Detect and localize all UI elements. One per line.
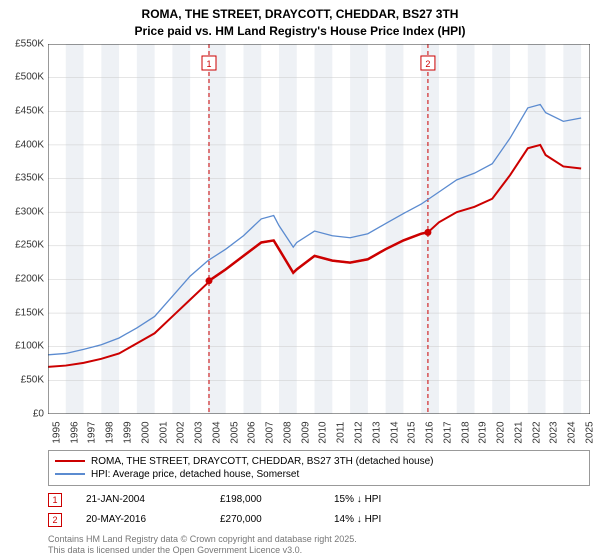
legend-label: HPI: Average price, detached house, Some… xyxy=(91,469,299,480)
x-tick-label: 2023 xyxy=(549,421,560,443)
marker-row: 2 20-MAY-2016 £270,000 14% ↓ HPI xyxy=(48,510,590,530)
legend-item: HPI: Average price, detached house, Some… xyxy=(55,468,583,481)
svg-text:1: 1 xyxy=(206,59,211,69)
x-tick-label: 2014 xyxy=(389,421,400,443)
x-tick-label: 1997 xyxy=(87,421,98,443)
x-tick-label: 2019 xyxy=(478,421,489,443)
chart-svg: 12 xyxy=(48,44,590,414)
x-tick-label: 2000 xyxy=(140,421,151,443)
footnote: Contains HM Land Registry data © Crown c… xyxy=(48,534,590,557)
x-tick-label: 2013 xyxy=(371,421,382,443)
x-tick-label: 1998 xyxy=(105,421,116,443)
x-tick-label: 2007 xyxy=(265,421,276,443)
marker-badge: 1 xyxy=(48,493,62,507)
marker-price: £270,000 xyxy=(220,514,310,525)
y-tick-label: £150K xyxy=(0,307,44,318)
x-tick-label: 2024 xyxy=(567,421,578,443)
x-tick-label: 1999 xyxy=(122,421,133,443)
title-line-2: Price paid vs. HM Land Registry's House … xyxy=(0,23,600,40)
x-tick-label: 2001 xyxy=(158,421,169,443)
y-tick-label: £550K xyxy=(0,38,44,49)
y-tick-label: £200K xyxy=(0,274,44,285)
x-tick-label: 2010 xyxy=(318,421,329,443)
y-tick-label: £0 xyxy=(0,408,44,419)
x-tick-label: 2009 xyxy=(300,421,311,443)
y-tick-label: £450K xyxy=(0,105,44,116)
x-tick-label: 2006 xyxy=(247,421,258,443)
marker-price: £198,000 xyxy=(220,494,310,505)
footnote-line-2: This data is licensed under the Open Gov… xyxy=(48,545,590,557)
y-tick-label: £500K xyxy=(0,72,44,83)
chart-container: ROMA, THE STREET, DRAYCOTT, CHEDDAR, BS2… xyxy=(0,0,600,560)
y-tick-label: £300K xyxy=(0,206,44,217)
x-tick-label: 2016 xyxy=(425,421,436,443)
marker-date: 21-JAN-2004 xyxy=(86,494,196,505)
marker-table: 1 21-JAN-2004 £198,000 15% ↓ HPI 2 20-MAY-201… xyxy=(48,490,590,530)
y-tick-label: £400K xyxy=(0,139,44,150)
x-tick-label: 2017 xyxy=(442,421,453,443)
x-tick-label: 2021 xyxy=(513,421,524,443)
marker-date: 20-MAY-2016 xyxy=(86,514,196,525)
legend-swatch xyxy=(55,473,85,474)
x-tick-label: 1996 xyxy=(69,421,80,443)
x-tick-label: 2022 xyxy=(531,421,542,443)
y-tick-label: £50K xyxy=(0,374,44,385)
x-tick-label: 1995 xyxy=(51,421,62,443)
marker-row: 1 21-JAN-2004 £198,000 15% ↓ HPI xyxy=(48,490,590,510)
x-tick-label: 2020 xyxy=(496,421,507,443)
x-tick-label: 2012 xyxy=(353,421,364,443)
y-tick-label: £100K xyxy=(0,341,44,352)
chart-area: 12 £0£50K£100K£150K£200K£250K£300K£350K£… xyxy=(48,44,590,444)
legend-item: ROMA, THE STREET, DRAYCOTT, CHEDDAR, BS2… xyxy=(55,455,583,468)
x-tick-label: 2008 xyxy=(282,421,293,443)
y-tick-label: £250K xyxy=(0,240,44,251)
legend: ROMA, THE STREET, DRAYCOTT, CHEDDAR, BS2… xyxy=(48,450,590,486)
marker-badge: 2 xyxy=(48,513,62,527)
x-tick-label: 2025 xyxy=(585,421,596,443)
x-tick-label: 2015 xyxy=(407,421,418,443)
marker-delta: 15% ↓ HPI xyxy=(334,494,381,505)
chart-title: ROMA, THE STREET, DRAYCOTT, CHEDDAR, BS2… xyxy=(0,0,600,40)
marker-delta: 14% ↓ HPI xyxy=(334,514,381,525)
x-tick-label: 2011 xyxy=(336,421,347,443)
x-tick-label: 2003 xyxy=(194,421,205,443)
x-tick-label: 2018 xyxy=(460,421,471,443)
footnote-line-1: Contains HM Land Registry data © Crown c… xyxy=(48,534,590,546)
plot-region: 12 xyxy=(48,44,590,414)
legend-swatch xyxy=(55,460,85,462)
x-tick-label: 2004 xyxy=(211,421,222,443)
y-tick-label: £350K xyxy=(0,173,44,184)
svg-text:2: 2 xyxy=(425,59,430,69)
legend-label: ROMA, THE STREET, DRAYCOTT, CHEDDAR, BS2… xyxy=(91,456,434,467)
title-line-1: ROMA, THE STREET, DRAYCOTT, CHEDDAR, BS2… xyxy=(0,6,600,23)
x-tick-label: 2002 xyxy=(176,421,187,443)
x-tick-label: 2005 xyxy=(229,421,240,443)
